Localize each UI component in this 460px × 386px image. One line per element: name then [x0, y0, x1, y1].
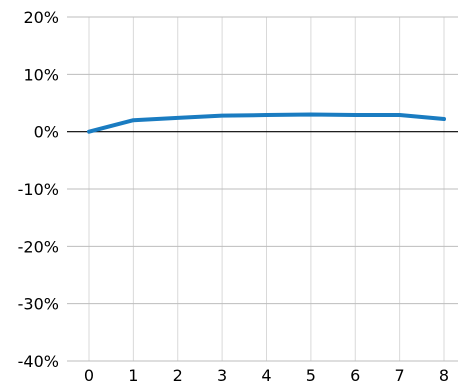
y-tick-label-6: -40% — [18, 352, 59, 371]
x-tick-label-8: 8 — [439, 366, 449, 385]
horizontal-gridlines — [67, 16, 458, 362]
y-tick-label-4: -20% — [18, 237, 59, 256]
x-tick-label-2: 2 — [173, 366, 183, 385]
x-tick-label-6: 6 — [350, 366, 360, 385]
y-tick-label-2: 0% — [34, 123, 59, 142]
x-tick-label-1: 1 — [128, 366, 138, 385]
y-axis-tick-labels: 20% 10% 0% -10% -20% -30% -40% — [18, 8, 59, 371]
y-tick-label-0: 20% — [23, 8, 59, 27]
series-group — [87, 112, 446, 134]
x-tick-label-0: 0 — [84, 366, 94, 385]
y-tick-label-3: -10% — [18, 180, 59, 199]
x-tick-label-7: 7 — [395, 366, 405, 385]
x-axis-tick-labels: 0 1 2 3 4 5 6 7 8 — [84, 366, 449, 385]
y-tick-label-1: 10% — [23, 65, 59, 84]
x-tick-label-5: 5 — [306, 366, 316, 385]
x-tick-label-4: 4 — [261, 366, 271, 385]
x-tick-label-3: 3 — [217, 366, 227, 385]
y-tick-label-5: -30% — [18, 295, 59, 314]
